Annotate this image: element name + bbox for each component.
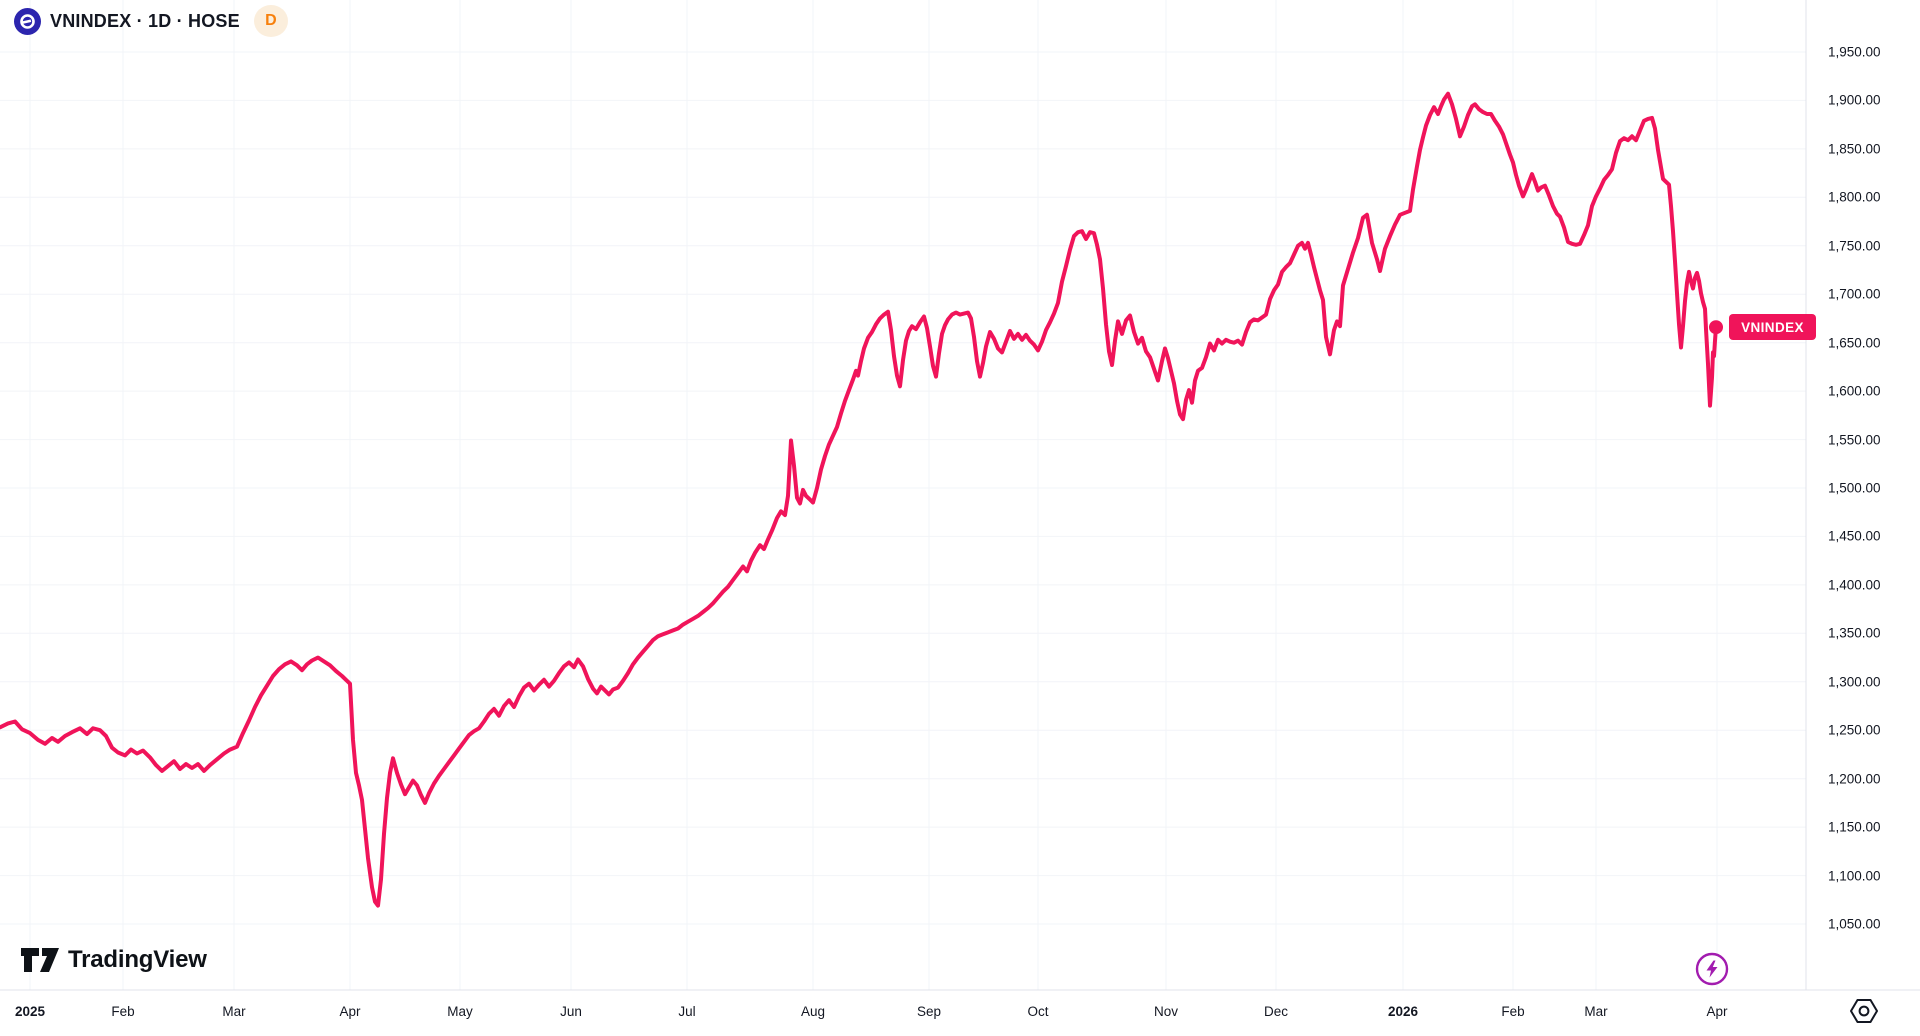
time-scale-label: Sep xyxy=(916,1004,942,1019)
time-scale-label: Apr xyxy=(339,1004,361,1019)
price-scale-label: 1,200.00 xyxy=(1828,771,1881,787)
price-scale-label: 1,300.00 xyxy=(1828,674,1881,690)
tradingview-wordmark: TradingView xyxy=(68,946,207,973)
price-scale-label: 1,750.00 xyxy=(1828,238,1881,254)
time-scale-label: May xyxy=(447,1004,473,1019)
symbol-header: VNINDEX · 1D · HOSE D xyxy=(14,5,288,37)
interval-badge[interactable]: D xyxy=(253,5,288,37)
time-scale-label: Feb xyxy=(1501,1004,1525,1019)
time-scale-label: 2026 xyxy=(1387,1004,1419,1019)
price-scale-label: 1,250.00 xyxy=(1828,722,1881,738)
price-scale-label: 1,150.00 xyxy=(1828,819,1881,835)
price-scale-label: 1,350.00 xyxy=(1828,625,1881,641)
time-scale-label: Oct xyxy=(1027,1004,1049,1019)
exchange-logo-icon[interactable] xyxy=(14,7,41,35)
price-scale-label: 1,550.00 xyxy=(1828,432,1881,448)
price-scale-label: 1,050.00 xyxy=(1828,916,1881,932)
symbol-title[interactable]: VNINDEX · 1D · HOSE xyxy=(50,10,240,31)
time-scale-label: Dec xyxy=(1263,1004,1289,1019)
time-scale-label: Nov xyxy=(1153,1004,1179,1019)
time-scale-label: Mar xyxy=(1584,1004,1608,1019)
time-scale-label: Feb xyxy=(111,1004,135,1019)
price-scale-label: 1,100.00 xyxy=(1828,868,1881,884)
price-scale-label: 1,950.00 xyxy=(1828,44,1881,60)
price-scale-label: 1,900.00 xyxy=(1828,92,1881,108)
price-scale-label: 1,800.00 xyxy=(1828,189,1881,205)
price-scale-label: 1,450.00 xyxy=(1828,528,1881,544)
price-scale-label: 1,850.00 xyxy=(1828,141,1881,157)
price-scale-label: 1,500.00 xyxy=(1828,480,1881,496)
price-scale-label: 1,650.00 xyxy=(1828,335,1881,351)
time-scale-label: Aug xyxy=(800,1004,826,1019)
price-scale-label: 1,600.00 xyxy=(1828,383,1881,399)
time-scale-label: 2025 xyxy=(14,1004,46,1019)
time-scale-label: Jul xyxy=(678,1004,696,1019)
time-scale-label: Jun xyxy=(560,1004,582,1019)
time-scale-label: Mar xyxy=(222,1004,246,1019)
price-scale-label: 1,700.00 xyxy=(1828,286,1881,302)
series-price-label: VNINDEX xyxy=(1729,314,1816,341)
tradingview-logo-icon xyxy=(21,948,59,972)
price-scale-label: 1,400.00 xyxy=(1828,577,1881,593)
time-scale-label: Apr xyxy=(1706,1004,1728,1019)
tradingview-attribution[interactable]: TradingView xyxy=(20,941,207,979)
